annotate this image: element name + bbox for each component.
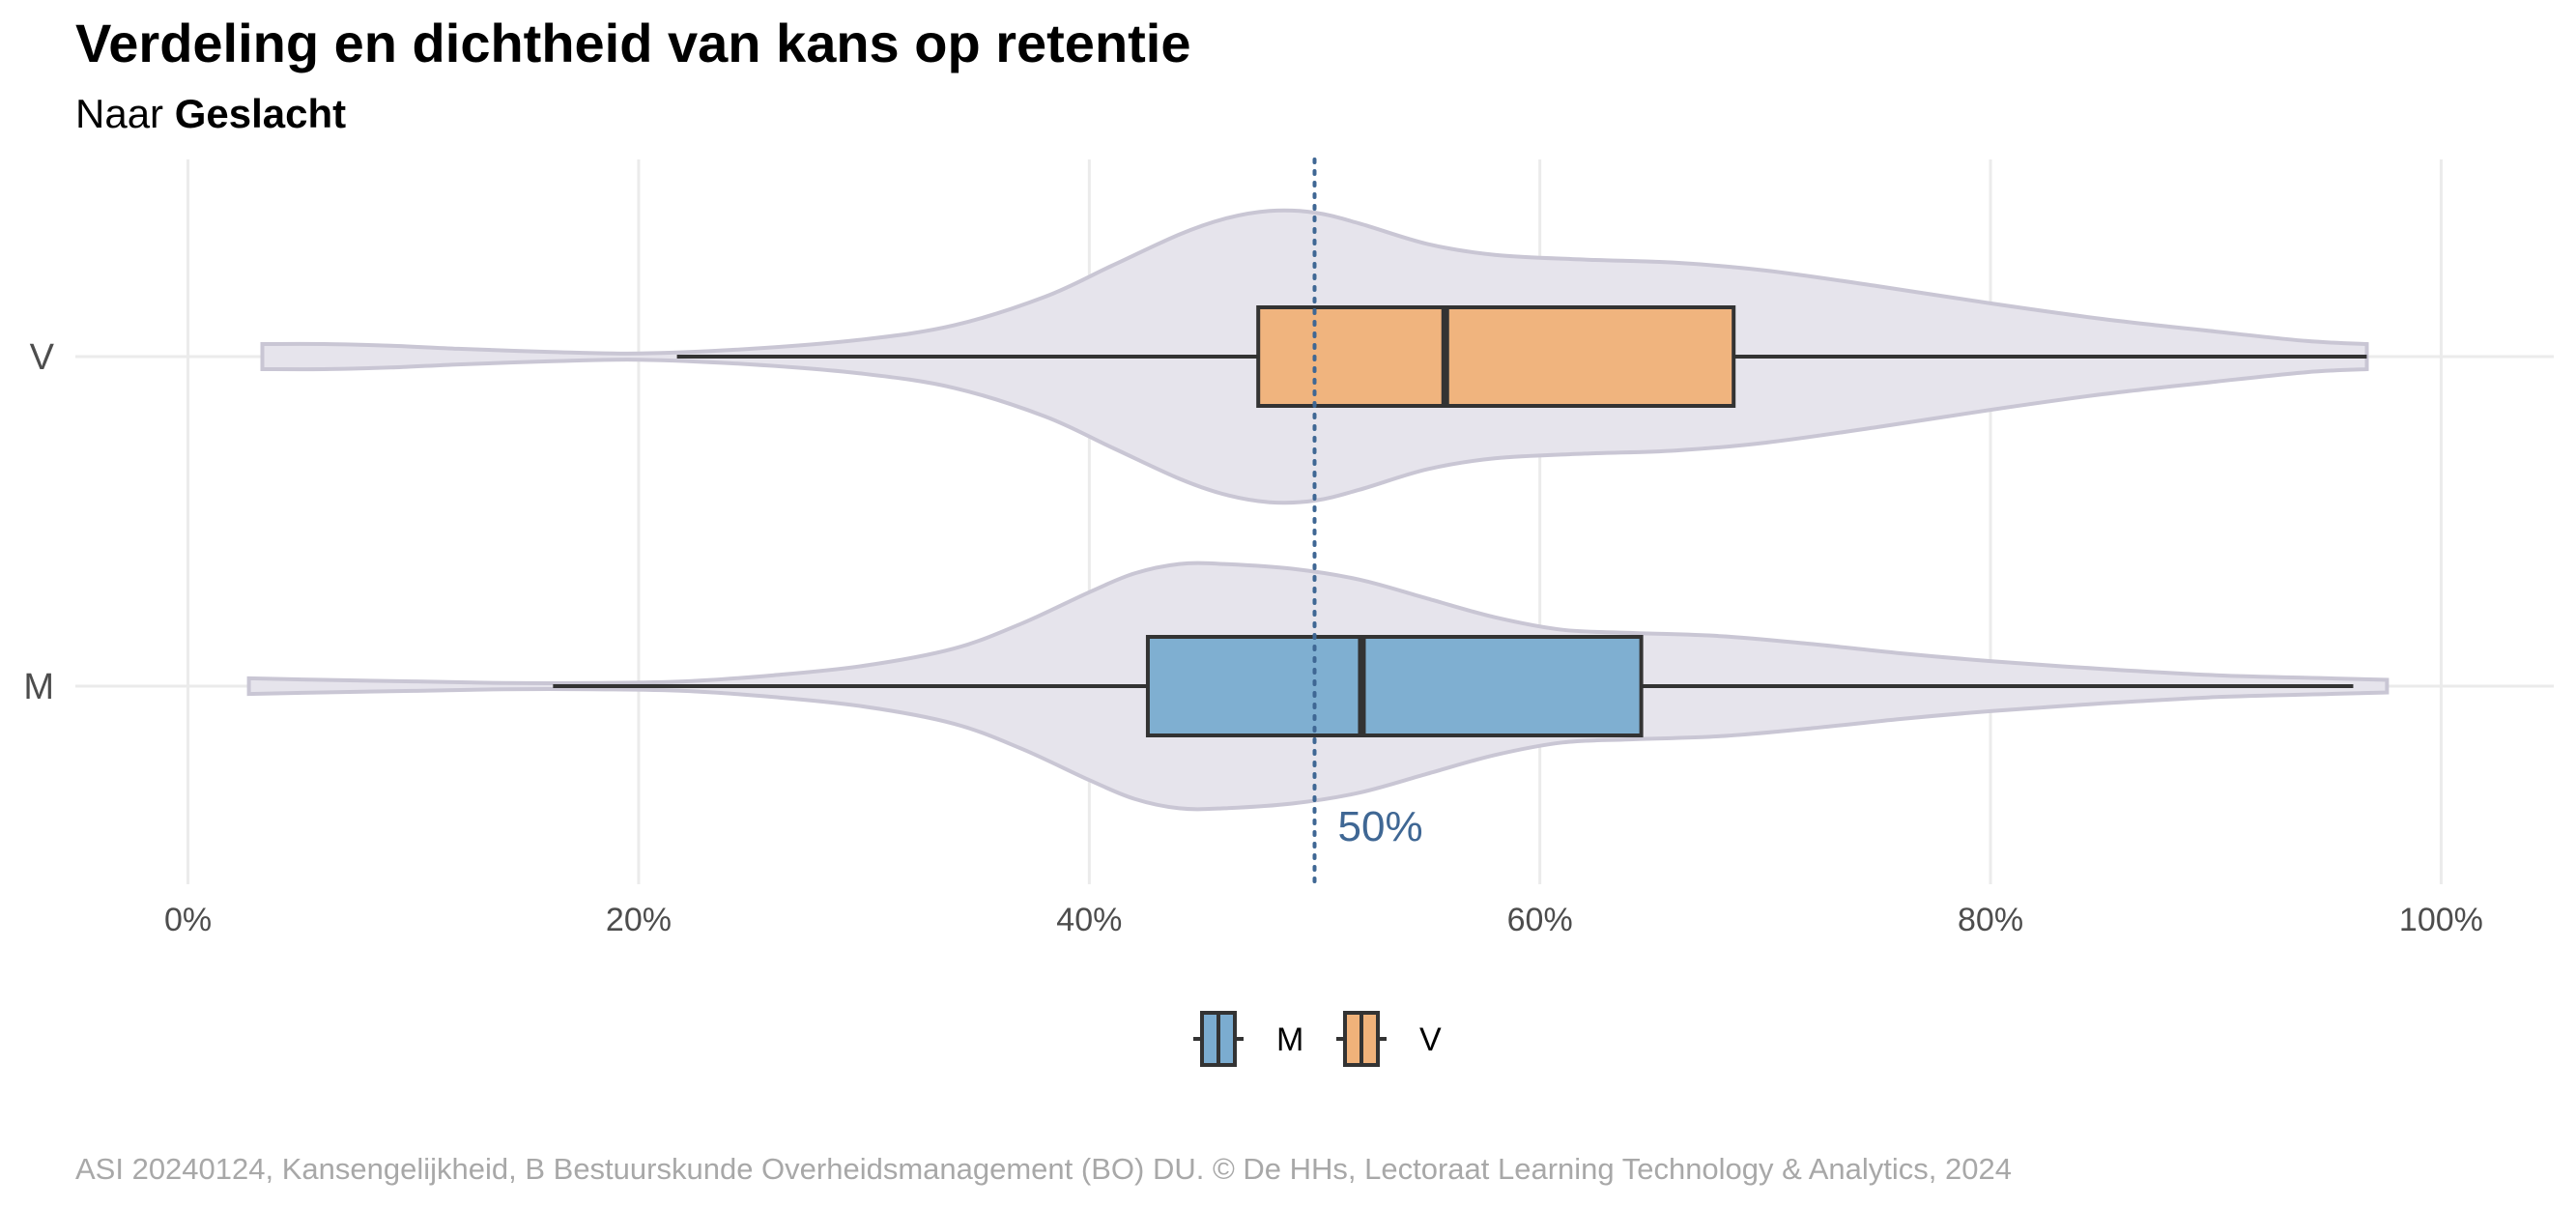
y-tick-label-V: V [30, 337, 55, 378]
y-tick-label-M: M [23, 667, 54, 707]
x-tick-label-40: 40% [1056, 902, 1122, 938]
reference-line-label: 50% [1338, 803, 1423, 850]
x-tick-label-100: 100% [2399, 902, 2483, 938]
x-tick-label-0: 0% [164, 902, 212, 938]
chart-subtitle: Naar Geslacht [75, 91, 346, 136]
legend-label-v: V [1419, 1021, 1442, 1058]
box-m [1145, 635, 1644, 737]
reference-line-group: 50% [1312, 158, 1423, 886]
axes: 0% 20% 40% 60% 80% 100% V M [23, 337, 2483, 938]
legend-label-m: M [1276, 1021, 1303, 1058]
subtitle-prefix: Naar [75, 91, 163, 136]
chart-title: Verdeling en dichtheid van kans op reten… [75, 13, 1191, 73]
box-v [1256, 305, 1736, 408]
x-tick-label-80: 80% [1958, 902, 2023, 938]
x-tick-label-60: 60% [1507, 902, 1573, 938]
chart-caption: ASI 20240124, Kansengelijkheid, B Bestuu… [75, 1152, 2012, 1186]
boxplots [553, 305, 2367, 737]
subtitle-group: Geslacht [175, 91, 346, 136]
x-tick-label-20: 20% [606, 902, 672, 938]
